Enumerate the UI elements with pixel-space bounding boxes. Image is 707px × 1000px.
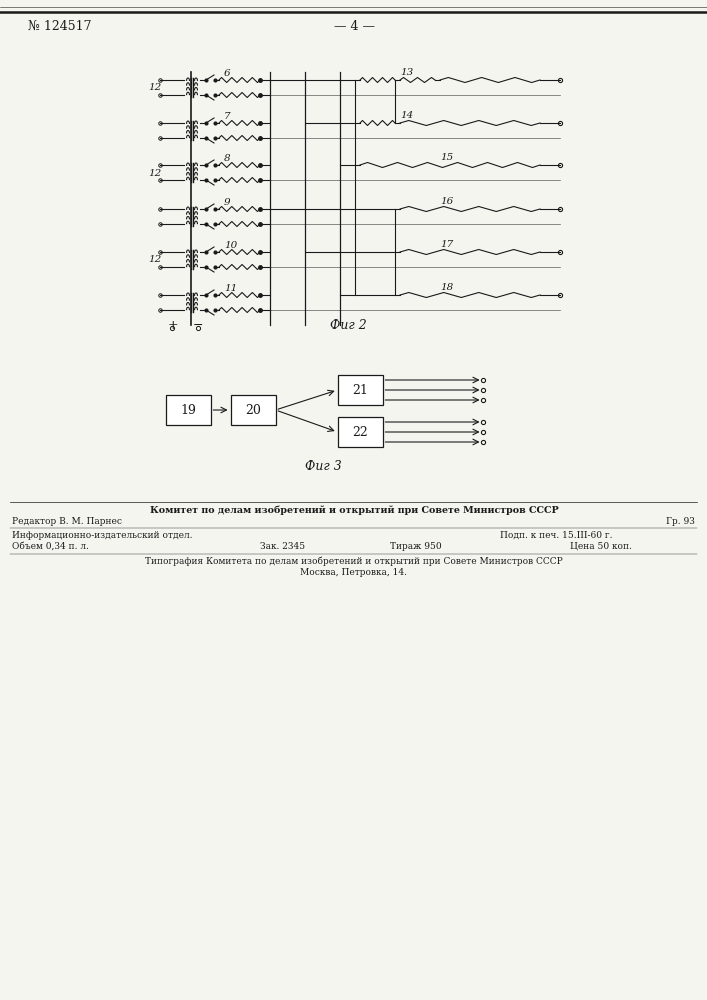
- Text: 21: 21: [352, 383, 368, 396]
- FancyBboxPatch shape: [337, 375, 382, 405]
- Text: Редактор В. М. Парнес: Редактор В. М. Парнес: [12, 517, 122, 526]
- Text: Гр. 93: Гр. 93: [666, 517, 695, 526]
- FancyBboxPatch shape: [165, 395, 211, 425]
- Text: 9: 9: [224, 198, 230, 207]
- Text: 12: 12: [148, 84, 161, 93]
- Text: 12: 12: [148, 168, 161, 178]
- Text: 16: 16: [440, 197, 453, 206]
- Text: Объем 0,34 п. л.: Объем 0,34 п. л.: [12, 542, 89, 551]
- FancyBboxPatch shape: [230, 395, 276, 425]
- Text: 17: 17: [440, 240, 453, 249]
- Text: Фиг 3: Фиг 3: [305, 460, 341, 473]
- Text: 7: 7: [224, 112, 230, 121]
- Text: 20: 20: [245, 403, 261, 416]
- Text: Комитет по делам изобретений и открытий при Совете Министров СССР: Комитет по делам изобретений и открытий …: [150, 506, 559, 515]
- Text: 11: 11: [224, 284, 238, 293]
- Text: 6: 6: [224, 69, 230, 78]
- Text: — 4 —: — 4 —: [334, 20, 375, 33]
- Text: 12: 12: [148, 255, 161, 264]
- Text: Москва, Петровка, 14.: Москва, Петровка, 14.: [300, 568, 407, 577]
- Text: 22: 22: [352, 426, 368, 438]
- Text: 18: 18: [440, 283, 453, 292]
- Text: Цена 50 коп.: Цена 50 коп.: [570, 542, 632, 551]
- Text: 8: 8: [224, 154, 230, 163]
- Text: Фиг 2: Фиг 2: [330, 319, 367, 332]
- Text: 10: 10: [224, 241, 238, 250]
- Text: 15: 15: [440, 153, 453, 162]
- Text: 14: 14: [400, 111, 414, 120]
- Text: Зак. 2345: Зак. 2345: [260, 542, 305, 551]
- Text: Информационно-издательский отдел.: Информационно-издательский отдел.: [12, 531, 192, 540]
- Text: № 124517: № 124517: [28, 20, 91, 33]
- Text: Подп. к печ. 15.III-60 г.: Подп. к печ. 15.III-60 г.: [500, 531, 612, 540]
- Text: Тираж 950: Тираж 950: [390, 542, 442, 551]
- Text: +: +: [168, 319, 179, 332]
- Text: 13: 13: [400, 68, 414, 77]
- FancyBboxPatch shape: [337, 417, 382, 447]
- Text: −: −: [193, 319, 204, 332]
- Text: Типография Комитета по делам изобретений и открытий при Совете Министров СССР: Типография Комитета по делам изобретений…: [145, 556, 563, 566]
- Text: 19: 19: [180, 403, 196, 416]
